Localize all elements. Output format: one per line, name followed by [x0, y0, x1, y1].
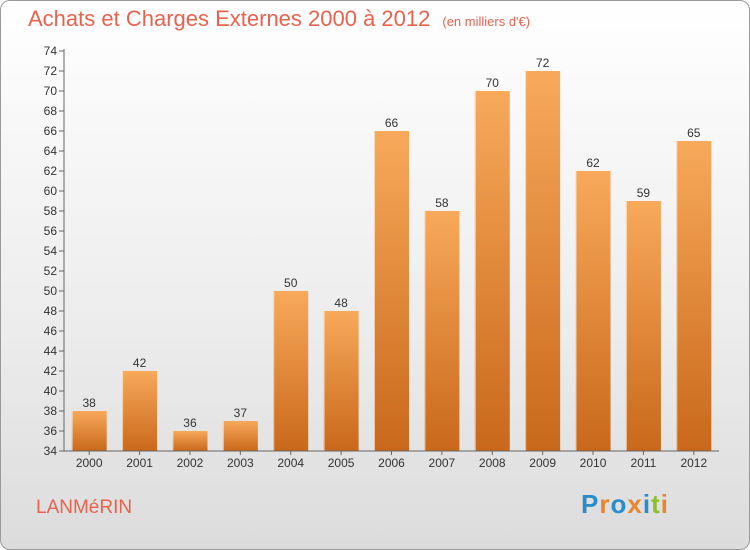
logo-letter: i	[660, 489, 669, 519]
x-tick-label: 2012	[680, 456, 707, 470]
logo-letter: o	[610, 489, 628, 519]
data-label-2011: 59	[637, 186, 651, 200]
proxiti-logo: Proxiti	[581, 489, 669, 520]
y-tick-label: 58	[44, 204, 58, 218]
y-tick-label: 50	[44, 284, 58, 298]
data-label-2003: 37	[234, 406, 248, 420]
x-tick-label: 2008	[479, 456, 506, 470]
x-tick-label: 2010	[580, 456, 607, 470]
y-tick-label: 64	[44, 144, 58, 158]
logo-letter: t	[651, 489, 661, 519]
data-label-2009: 72	[536, 56, 550, 70]
logo-letter: x	[627, 489, 643, 519]
x-tick-label: 2003	[227, 456, 254, 470]
y-tick-label: 52	[44, 264, 58, 278]
y-tick-label: 42	[44, 364, 58, 378]
bar-2003	[222, 421, 258, 451]
data-label-2006: 66	[385, 116, 399, 130]
bar-2012	[676, 141, 712, 451]
y-tick-label: 40	[44, 384, 58, 398]
bar-2000	[71, 411, 107, 451]
x-tick-label: 2006	[378, 456, 405, 470]
data-label-2001: 42	[133, 356, 147, 370]
data-label-2004: 50	[284, 276, 298, 290]
y-tick-label: 62	[44, 164, 58, 178]
x-tick-label: 2004	[277, 456, 304, 470]
logo-letter: r	[599, 489, 611, 519]
y-tick-label: 60	[44, 184, 58, 198]
data-label-2005: 48	[334, 296, 348, 310]
chart-title: Achats et Charges Externes 2000 à 2012 (e…	[28, 6, 530, 32]
bar-2011	[625, 201, 661, 451]
y-tick-label: 48	[44, 304, 58, 318]
y-tick-label: 74	[44, 44, 58, 58]
chart-title-main: Achats et Charges Externes 2000 à 2012	[28, 6, 431, 31]
y-tick-label: 54	[44, 244, 58, 258]
x-tick-label: 2009	[529, 456, 556, 470]
y-tick-label: 66	[44, 124, 58, 138]
bar-2004	[273, 291, 309, 451]
bar-2006	[374, 131, 409, 451]
y-tick-label: 56	[44, 224, 58, 238]
x-tick-label: 2007	[429, 456, 456, 470]
y-tick-label: 36	[44, 424, 58, 438]
commune-name: LANMéRIN	[36, 497, 133, 518]
x-tick-label: 2002	[177, 456, 204, 470]
bar-2010	[575, 171, 611, 451]
y-tick-label: 38	[44, 404, 58, 418]
data-label-2000: 38	[83, 396, 97, 410]
chart-title-unit: (en milliers d'€)	[442, 14, 531, 29]
y-tick-label: 68	[44, 104, 58, 118]
bar-2002	[172, 431, 208, 451]
bar-2005	[323, 311, 359, 451]
data-label-2010: 62	[586, 156, 600, 170]
data-label-2012: 65	[687, 126, 701, 140]
data-label-2007: 58	[435, 196, 449, 210]
bar-2009	[525, 71, 561, 451]
bar-2007	[424, 211, 460, 451]
y-tick-label: 44	[44, 344, 58, 358]
logo-letter: P	[581, 489, 600, 519]
x-tick-label: 2005	[328, 456, 355, 470]
data-label-2002: 36	[183, 416, 197, 430]
bar-2001	[122, 371, 158, 451]
y-tick-label: 72	[44, 64, 58, 78]
y-tick-label: 70	[44, 84, 58, 98]
y-tick-label: 46	[44, 324, 58, 338]
y-tick-label: 34	[44, 444, 58, 458]
x-tick-label: 2011	[631, 456, 657, 470]
bar-2008	[474, 91, 510, 451]
x-tick-label: 2001	[126, 456, 153, 470]
data-label-2008: 70	[486, 76, 500, 90]
logo-letter: i	[642, 489, 652, 519]
x-tick-label: 2000	[76, 456, 103, 470]
